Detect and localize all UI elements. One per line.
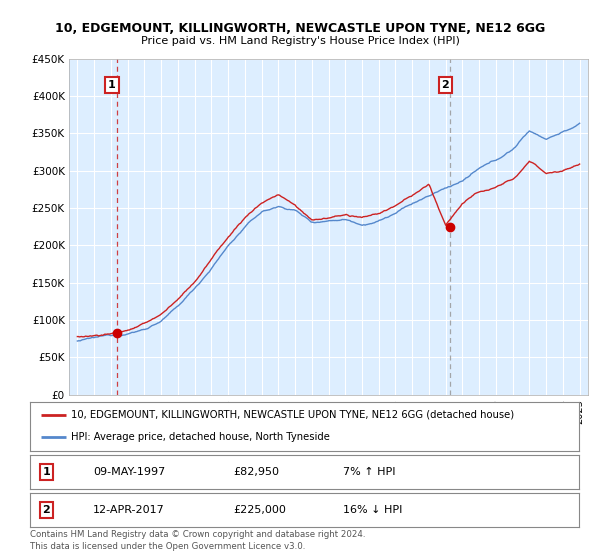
Text: 10, EDGEMOUNT, KILLINGWORTH, NEWCASTLE UPON TYNE, NE12 6GG: 10, EDGEMOUNT, KILLINGWORTH, NEWCASTLE U… xyxy=(55,22,545,35)
Text: 1: 1 xyxy=(43,467,50,477)
Text: 10, EDGEMOUNT, KILLINGWORTH, NEWCASTLE UPON TYNE, NE12 6GG (detached house): 10, EDGEMOUNT, KILLINGWORTH, NEWCASTLE U… xyxy=(71,410,514,420)
Text: £225,000: £225,000 xyxy=(233,505,286,515)
Text: 12-APR-2017: 12-APR-2017 xyxy=(93,505,165,515)
Text: Contains HM Land Registry data © Crown copyright and database right 2024.
This d: Contains HM Land Registry data © Crown c… xyxy=(30,530,365,551)
Text: 2: 2 xyxy=(442,80,449,90)
Text: HPI: Average price, detached house, North Tyneside: HPI: Average price, detached house, Nort… xyxy=(71,432,330,442)
Text: 1: 1 xyxy=(108,80,116,90)
Text: £82,950: £82,950 xyxy=(233,467,279,477)
Text: 16% ↓ HPI: 16% ↓ HPI xyxy=(343,505,403,515)
Text: 7% ↑ HPI: 7% ↑ HPI xyxy=(343,467,395,477)
Text: 09-MAY-1997: 09-MAY-1997 xyxy=(93,467,166,477)
Text: 2: 2 xyxy=(43,505,50,515)
Text: Price paid vs. HM Land Registry's House Price Index (HPI): Price paid vs. HM Land Registry's House … xyxy=(140,36,460,46)
